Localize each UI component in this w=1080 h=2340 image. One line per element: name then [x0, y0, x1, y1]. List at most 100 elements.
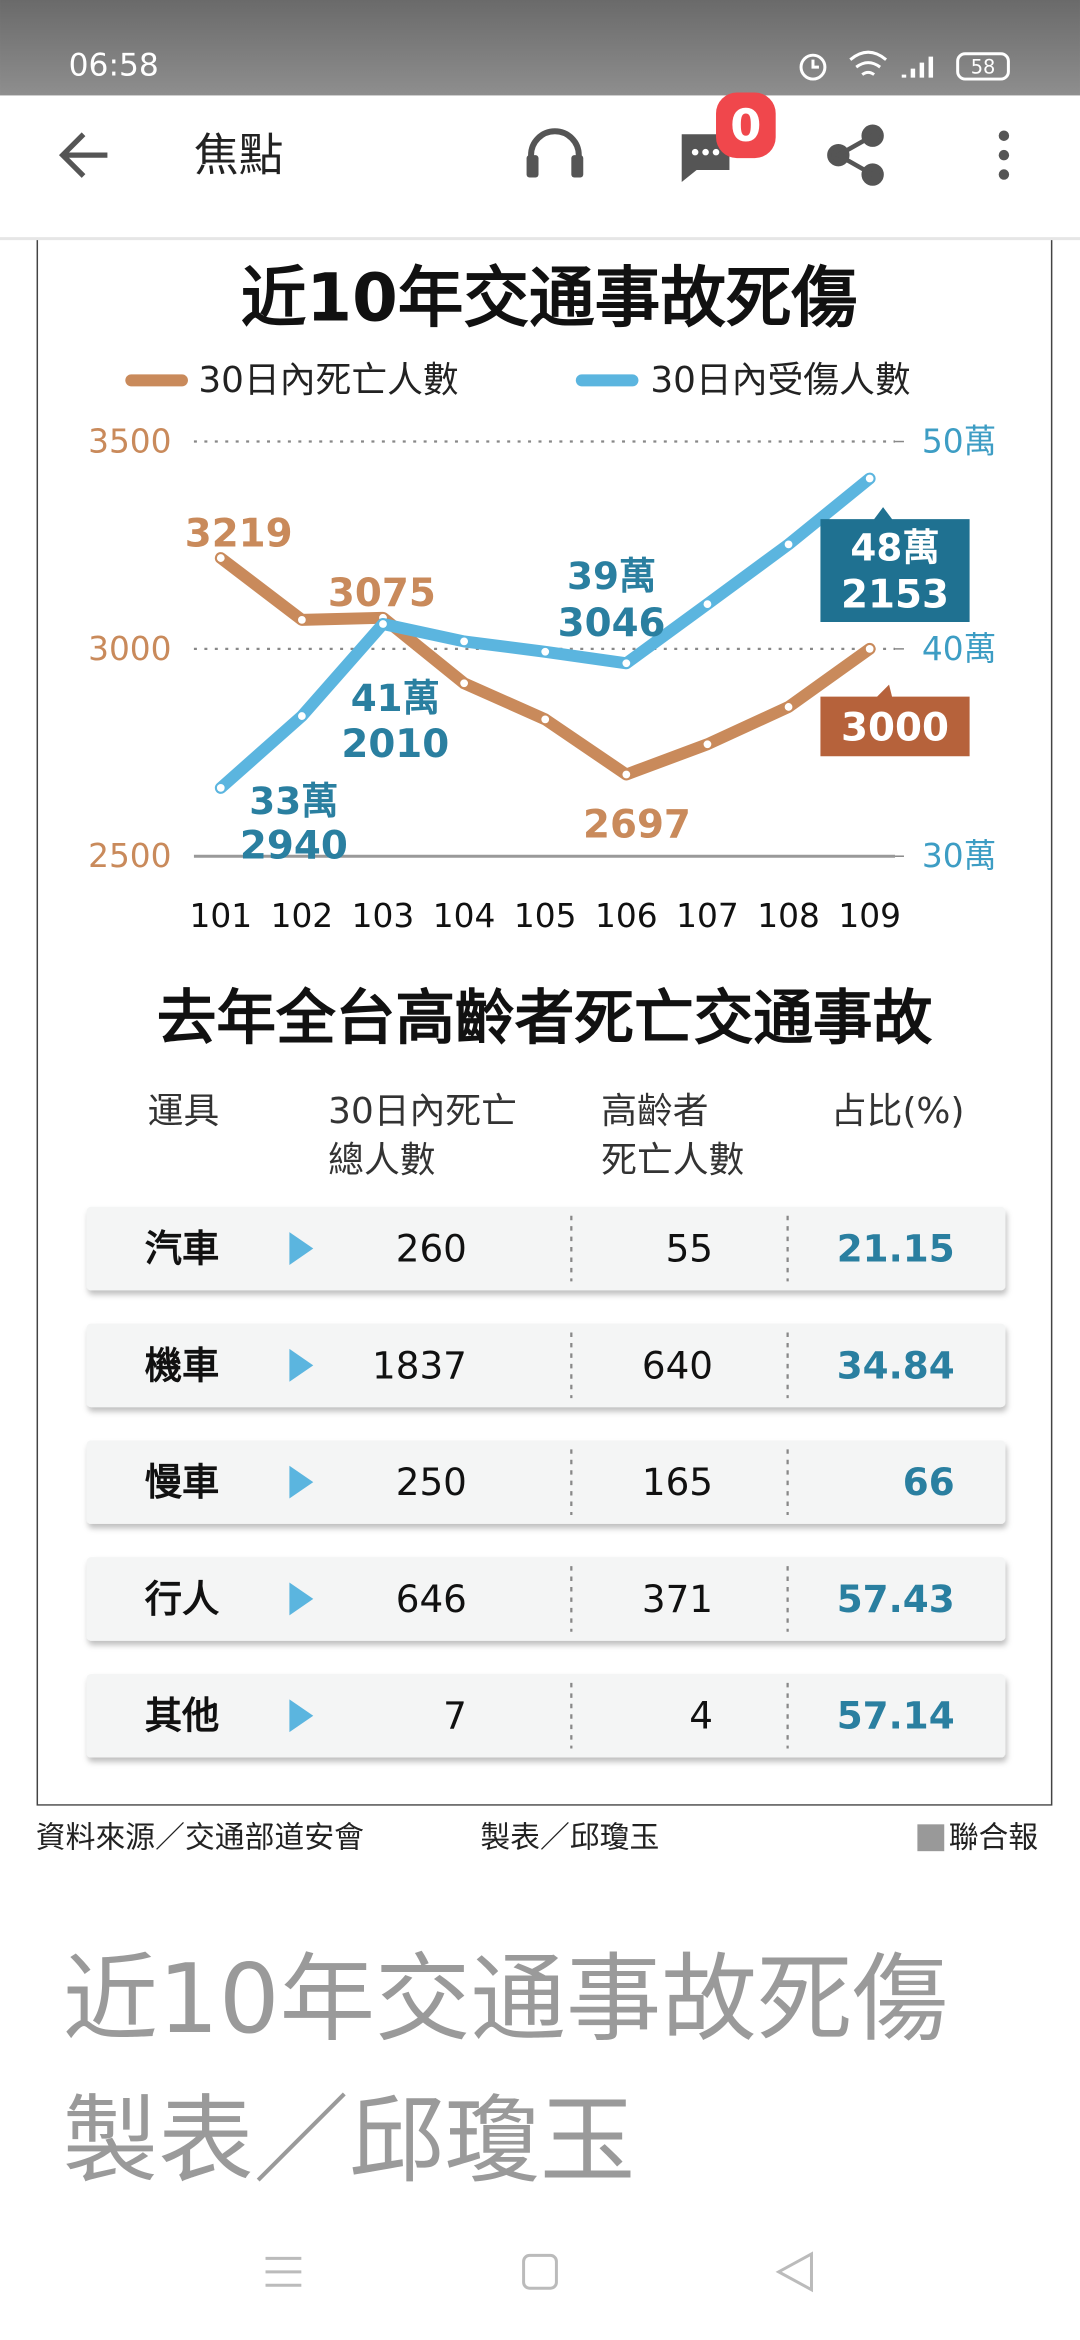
status-time: 06:58 [69, 48, 159, 84]
cell: 646 [396, 1577, 467, 1621]
table-header: 30日內死亡 [328, 1091, 517, 1132]
point [298, 712, 306, 720]
table-row [86, 1206, 1006, 1291]
series-line [214, 472, 876, 794]
x-tick-label: 106 [595, 897, 658, 935]
x-tick-label: 102 [271, 897, 334, 935]
table-row [86, 1557, 1006, 1641]
cell: 4 [689, 1694, 713, 1738]
caption-line: 近10年交通事故死傷 [63, 1943, 948, 2055]
cell: 165 [642, 1460, 713, 1504]
point [703, 740, 712, 749]
listen-button[interactable] [528, 128, 582, 171]
legend-label: 30日內死亡人數 [198, 360, 458, 401]
data-label: 3075 [328, 571, 436, 616]
data-label: 33萬 [249, 779, 338, 823]
table-title: 去年全台高齡者死亡交通事故 [157, 984, 933, 1053]
cell: 34.84 [837, 1343, 955, 1387]
point [784, 540, 793, 549]
row-label: 行人 [145, 1577, 220, 1621]
cell: 640 [642, 1343, 713, 1387]
point [216, 554, 225, 562]
back-button[interactable] [58, 132, 108, 178]
app-title: 焦點 [194, 129, 284, 182]
chart: 30日內死亡人數 30日內受傷人數 2500 3000 3500 30萬 40萬 50萬 101… [88, 360, 996, 935]
nav-home[interactable] [522, 2253, 558, 2290]
table-header: 運具 [148, 1091, 220, 1132]
cell: 55 [666, 1227, 713, 1271]
comment-dot [702, 148, 709, 156]
caption-line: 製表／邱瓊玉 [63, 2085, 636, 2197]
point [784, 703, 793, 711]
comment-badge [716, 92, 776, 159]
x-tick-label: 104 [433, 897, 496, 935]
publisher-mark [917, 1824, 945, 1852]
cell: 57.14 [837, 1694, 955, 1738]
data-label: 2153 [841, 573, 949, 618]
publisher: 聯合報 [949, 1820, 1038, 1855]
point [460, 679, 468, 688]
label-box [820, 684, 970, 757]
data-label: 41萬 [351, 676, 440, 720]
cell: 21.15 [837, 1227, 955, 1271]
point [298, 615, 306, 624]
table-header: 高齡者 [601, 1091, 708, 1132]
cell: 371 [642, 1577, 713, 1621]
table-row [86, 1673, 1006, 1758]
author: 製表／邱瓊玉 [480, 1820, 659, 1855]
data-label: 2697 [583, 802, 691, 847]
point [865, 645, 874, 653]
listen-icon-part [571, 155, 584, 178]
chart-title: 近10年交通事故死傷 [241, 260, 857, 336]
cell: 260 [396, 1227, 467, 1271]
x-tick-label: 108 [757, 897, 820, 935]
x-tick-label: 109 [838, 897, 901, 935]
row-arrow [289, 1232, 314, 1265]
cell: 1837 [372, 1343, 467, 1387]
table-header: 死亡人數 [601, 1140, 744, 1181]
battery-level: 58 [971, 56, 996, 79]
point [216, 784, 225, 792]
y2-tick-label: 50萬 [922, 423, 997, 461]
data-label: 3046 [558, 601, 666, 646]
row-arrow [289, 1699, 314, 1733]
point [622, 770, 631, 779]
status-bar [0, 0, 1080, 96]
point [703, 600, 712, 608]
comment-dot [712, 148, 720, 156]
comment-button[interactable] [681, 134, 730, 182]
point [460, 637, 468, 646]
source: 資料來源／交通部道安會 [36, 1820, 364, 1855]
more-button[interactable] [998, 130, 1010, 180]
x-tick-label: 101 [189, 897, 252, 935]
point [622, 659, 631, 668]
app-bar [0, 95, 1080, 239]
nav-back[interactable] [775, 2251, 813, 2293]
infographic-frame [36, 240, 1053, 1806]
row-label: 慢車 [145, 1460, 220, 1504]
row-arrow [289, 1465, 314, 1499]
y2-tick-label: 40萬 [922, 630, 997, 668]
point [865, 474, 874, 483]
listen-icon-part [526, 155, 539, 178]
comment-count: 0 [730, 99, 761, 152]
x-tick-label: 105 [514, 897, 577, 935]
table-header: 占比(%) [831, 1091, 965, 1132]
table-header: 總人數 [328, 1140, 435, 1181]
nav-menu[interactable] [265, 2256, 302, 2287]
data-label: 39萬 [567, 554, 656, 598]
data-label: 3000 [841, 705, 949, 750]
x-tick-label: 103 [352, 897, 415, 935]
table-row [86, 1323, 1006, 1408]
y-tick-label: 3500 [88, 423, 171, 461]
share-button[interactable] [827, 124, 884, 186]
cell: 250 [396, 1460, 467, 1504]
row-arrow [289, 1348, 314, 1382]
data-label: 2010 [341, 722, 449, 767]
point [541, 647, 550, 656]
y2-tick-label: 30萬 [922, 837, 997, 875]
series-line [214, 552, 876, 781]
